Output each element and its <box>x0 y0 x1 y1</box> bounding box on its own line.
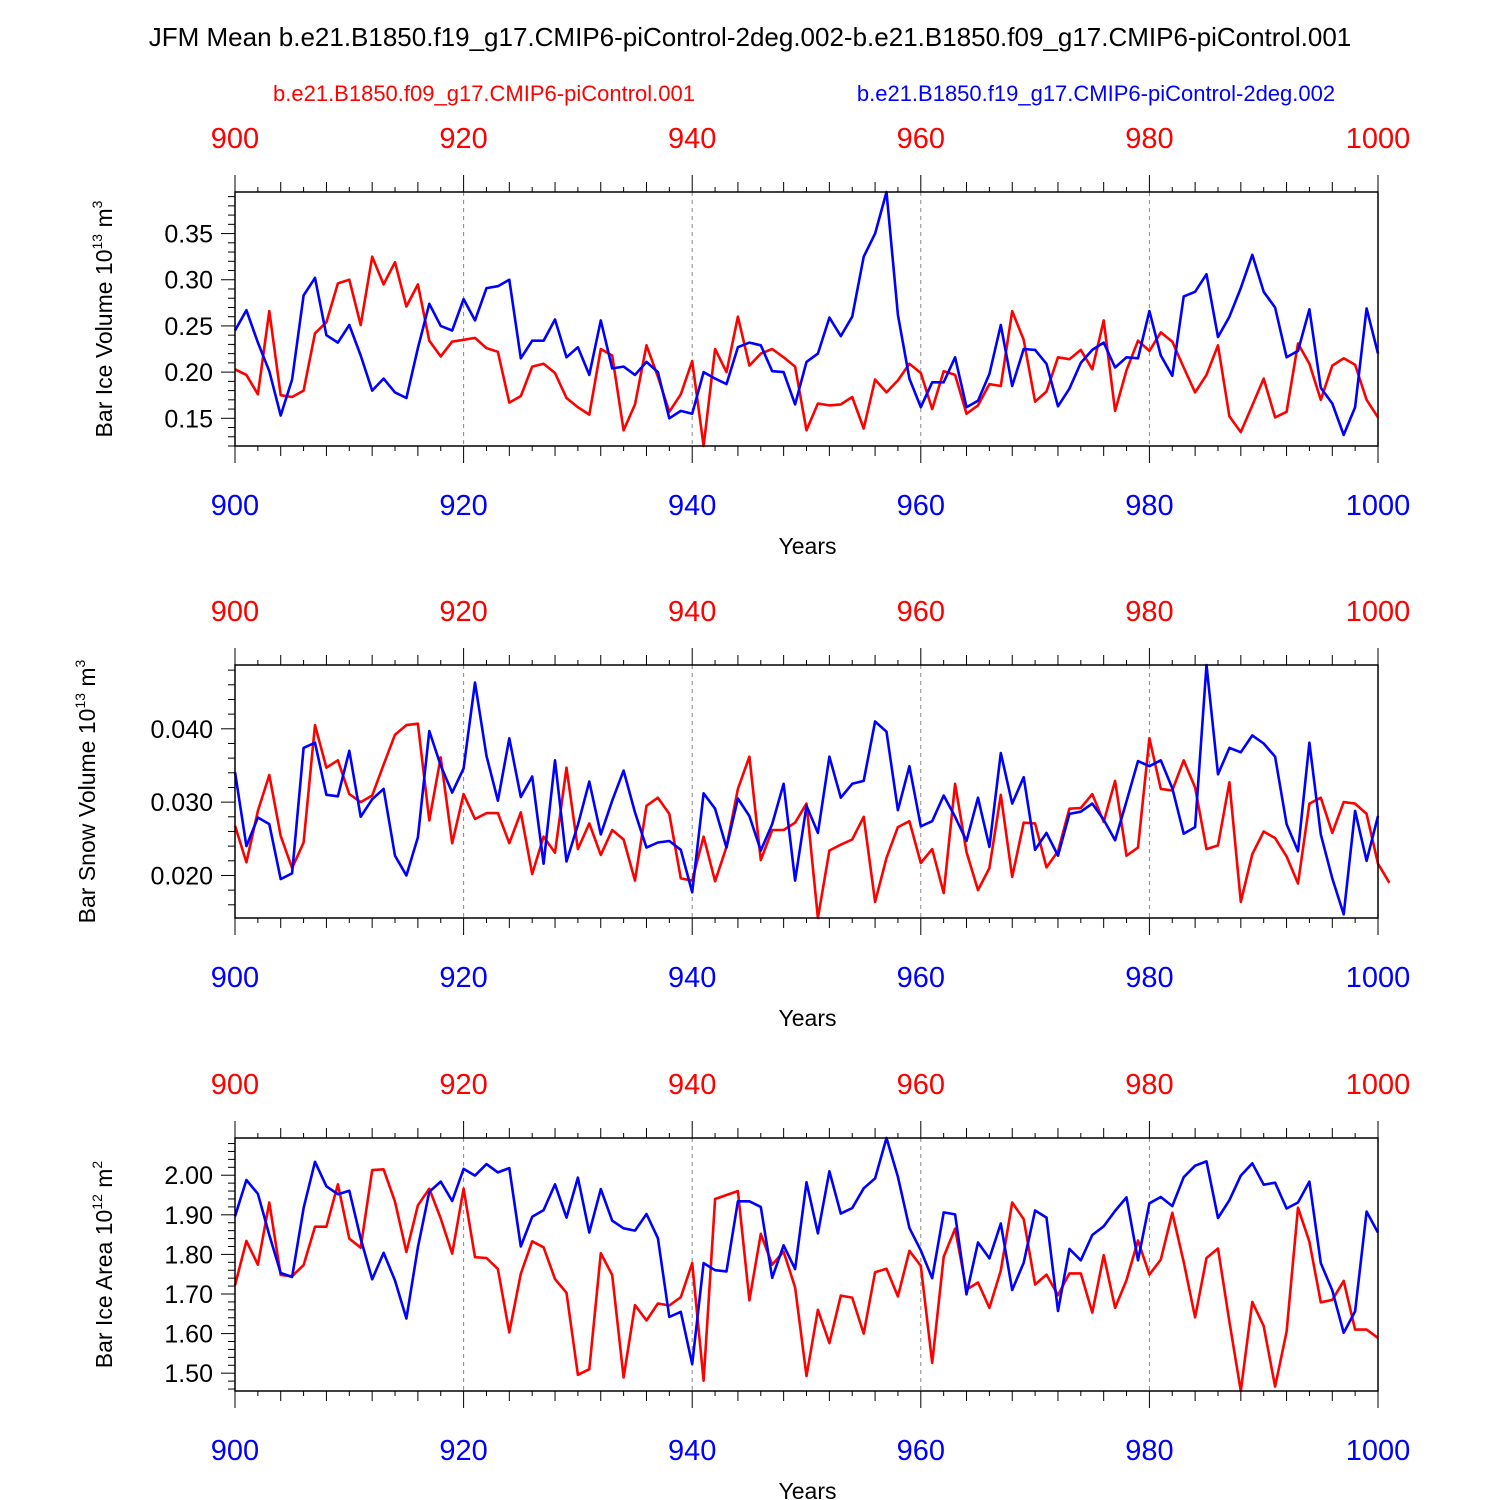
y-axis-label-text: Bar Snow Volume 10 <box>74 709 100 924</box>
x-tick-label-top: 920 <box>439 123 487 155</box>
x-tick-label-bottom: 940 <box>668 1435 716 1467</box>
y-axis-label-text: m <box>91 208 117 234</box>
x-tick-label-bottom: 900 <box>211 962 259 994</box>
x-tick-label-top: 920 <box>439 596 487 628</box>
series-line-f19-piControl-2deg-002 <box>233 663 1380 916</box>
x-tick-label-top: 900 <box>211 123 259 155</box>
y-tick-label: 0.25 <box>164 313 213 341</box>
x-tick-label-bottom: 980 <box>1125 1435 1173 1467</box>
plot-frame <box>234 664 1379 919</box>
x-tick-label-top: 900 <box>211 596 259 628</box>
legend-blue-label: b.e21.B1850.f19_g17.CMIP6-piControl-2deg… <box>857 81 1335 106</box>
x-tick-label-bottom: 940 <box>668 490 716 522</box>
y-tick-label: 1.70 <box>164 1281 213 1309</box>
x-tick-label-top: 980 <box>1125 596 1173 628</box>
y-axis-label-text: Bar Ice Volume 10 <box>91 249 117 437</box>
x-tick-label-top: 960 <box>897 1069 945 1101</box>
y-axis-label: Bar Snow Volume 1013 m3 <box>72 659 100 923</box>
plot-frame <box>234 191 1379 447</box>
y-tick-label: 0.15 <box>164 405 213 433</box>
y-axis-label-superscript: 13 <box>72 693 88 709</box>
x-tick-label-bottom: 1000 <box>1346 1435 1411 1467</box>
x-tick-label-top: 920 <box>439 1069 487 1101</box>
x-tick-label-top: 940 <box>668 596 716 628</box>
y-axis-label-text: Bar Ice Area 10 <box>91 1210 117 1369</box>
y-tick-label: 0.020 <box>150 862 213 890</box>
x-tick-label-top: 900 <box>211 1069 259 1101</box>
series-line-f19-piControl-2deg-002 <box>233 190 1380 437</box>
x-axis-label: Years <box>779 1005 837 1031</box>
y-axis-label: Bar Ice Volume 1013 m3 <box>89 200 117 437</box>
series-line-f09-piControl-001 <box>233 1168 1379 1393</box>
x-tick-label-bottom: 1000 <box>1346 490 1411 522</box>
y-axis-label-superscript: 2 <box>89 1161 105 1169</box>
y-axis-label-superscript: 13 <box>89 234 105 250</box>
x-axis-label: Years <box>779 1478 837 1500</box>
snow-volume-panel: 0.020 0.030 0.040 900 900 920 920 940 940 960 960 9… <box>72 596 1410 1031</box>
x-tick-label-bottom: 920 <box>439 1435 487 1467</box>
plot-frame <box>234 1137 1379 1392</box>
x-tick-label-bottom: 900 <box>211 490 259 522</box>
x-tick-label-bottom: 980 <box>1125 962 1173 994</box>
x-tick-label-bottom: 960 <box>897 962 945 994</box>
y-tick-label: 2.00 <box>164 1162 213 1190</box>
y-axis-label-text: m <box>91 1169 117 1195</box>
ice-volume-panel: 0.15 0.20 0.25 0.30 0.35 900 900 920 920 940 940 96… <box>89 123 1410 559</box>
series-line-f09-piControl-001 <box>234 255 1380 448</box>
x-tick-label-top: 940 <box>668 1069 716 1101</box>
x-tick-label-bottom: 960 <box>897 490 945 522</box>
x-tick-label-bottom: 980 <box>1125 490 1173 522</box>
y-tick-label: 0.20 <box>164 359 213 387</box>
y-tick-label: 0.040 <box>150 716 213 744</box>
y-tick-label: 0.35 <box>164 221 213 249</box>
y-tick-label: 1.50 <box>164 1360 213 1388</box>
x-tick-label-top: 1000 <box>1346 123 1411 155</box>
legend-red-label: b.e21.B1850.f09_g17.CMIP6-piControl.001 <box>273 81 695 106</box>
y-axis-label: Bar Ice Area 1012 m2 <box>89 1161 117 1369</box>
y-tick-label: 1.90 <box>164 1202 213 1230</box>
y-tick-label: 0.030 <box>150 789 213 817</box>
y-axis-label-superscript: 3 <box>72 659 88 667</box>
x-tick-label-bottom: 920 <box>439 490 487 522</box>
x-tick-label-bottom: 900 <box>211 1435 259 1467</box>
x-tick-label-top: 980 <box>1125 123 1173 155</box>
x-tick-label-top: 1000 <box>1346 1069 1411 1101</box>
figure-title: JFM Mean b.e21.B1850.f19_g17.CMIP6-piCon… <box>149 22 1352 52</box>
y-tick-label: 0.30 <box>164 267 213 295</box>
x-tick-label-top: 940 <box>668 123 716 155</box>
x-tick-label-bottom: 920 <box>439 962 487 994</box>
x-tick-label-bottom: 940 <box>668 962 716 994</box>
x-tick-label-bottom: 960 <box>897 1435 945 1467</box>
y-axis-label-superscript: 12 <box>89 1194 105 1210</box>
x-tick-label-bottom: 1000 <box>1346 962 1411 994</box>
x-tick-label-top: 1000 <box>1346 596 1411 628</box>
x-tick-label-top: 960 <box>897 596 945 628</box>
ice-area-panel: 1.50 1.60 1.70 1.80 1.90 2.00 900 900 920 920 940 9… <box>89 1069 1410 1500</box>
y-axis-label-superscript: 3 <box>89 200 105 208</box>
series-line-f19-piControl-2deg-002 <box>233 1136 1380 1366</box>
x-tick-label-top: 960 <box>897 123 945 155</box>
y-tick-label: 1.80 <box>164 1241 213 1269</box>
x-axis-label: Years <box>779 533 837 559</box>
y-tick-label: 1.60 <box>164 1321 213 1349</box>
y-axis-label-text: m <box>74 667 100 693</box>
x-tick-label-top: 980 <box>1125 1069 1173 1101</box>
